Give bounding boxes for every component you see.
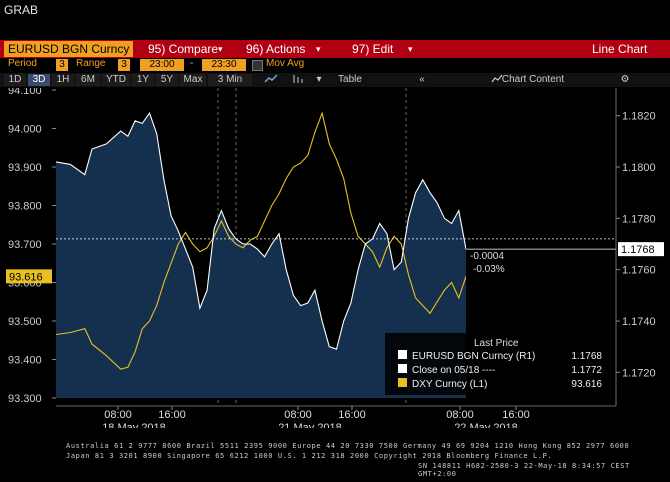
x-tick-label: 16:00 xyxy=(502,409,530,421)
line-chart-icon[interactable] xyxy=(262,74,280,86)
left-tick-label: 93.800 xyxy=(8,201,42,213)
x-tick-label: 16:00 xyxy=(158,409,186,421)
legend-label-close: Close on 05/18 ---- xyxy=(412,365,495,376)
annotation-icon[interactable] xyxy=(290,74,308,86)
table-button[interactable]: Table xyxy=(338,74,362,85)
x-tick-label: 16:00 xyxy=(338,409,366,421)
range-label: Range xyxy=(76,58,106,69)
range-button-3d[interactable]: 3D xyxy=(28,74,50,86)
right-tick-label: 1.1800 xyxy=(622,162,656,174)
eurusd-area-fill xyxy=(56,113,466,398)
legend-value-dxy: 93.616 xyxy=(571,379,602,390)
left-last-price-badge xyxy=(6,269,52,284)
legend-label-dxy: DXY Curncy (L1) xyxy=(412,379,487,390)
actions-dropdown-icon[interactable]: ▾ xyxy=(316,44,321,54)
x-date-label: 22 May 2018 xyxy=(454,422,518,428)
range-button-1h[interactable]: 1H xyxy=(52,74,74,86)
mov-avg-label: Mov Avg xyxy=(266,58,305,69)
x-tick-label: 08:00 xyxy=(104,409,132,421)
x-date-label: 18 May 2018 xyxy=(102,422,166,428)
range-separator: - xyxy=(190,58,194,69)
right-tick-label: 1.1740 xyxy=(622,316,656,328)
left-tick-label: 93.300 xyxy=(8,393,42,405)
edit-dropdown-icon[interactable]: ▾ xyxy=(408,44,413,54)
left-tick-label: 93.700 xyxy=(8,239,42,251)
legend-value-close: 1.1772 xyxy=(571,365,602,376)
range-button-1d[interactable]: 1D xyxy=(4,74,26,86)
range-button-1y[interactable]: 1Y xyxy=(132,74,154,86)
footer-contacts-line: Australia 61 2 9777 8600 Brazil 5511 239… xyxy=(66,442,630,450)
period-input[interactable]: 3 xyxy=(56,59,68,71)
legend-swatch-close xyxy=(398,364,407,373)
right-tick-label: 1.1780 xyxy=(622,213,656,225)
x-date-label: 21 May 2018 xyxy=(278,422,342,428)
mov-avg-checkbox[interactable] xyxy=(252,60,263,71)
dxy-series-line xyxy=(56,111,466,370)
legend: Last Price EURUSD BGN Curncy (R1) 1.1768… xyxy=(385,333,613,395)
range-button-6m[interactable]: 6M xyxy=(76,74,100,86)
change-abs-label: -0.0004 xyxy=(470,251,504,262)
chart-content-icon[interactable] xyxy=(486,74,508,86)
left-last-price-label: 93.616 xyxy=(9,271,43,283)
left-tick-label: 93.400 xyxy=(8,355,42,367)
left-tick-label: 93.900 xyxy=(8,162,42,174)
legend-title: Last Price xyxy=(474,338,519,349)
left-tick-label: 94.100 xyxy=(8,88,42,97)
period-label: Period xyxy=(8,58,37,69)
compare-dropdown-icon[interactable]: ▾ xyxy=(218,44,223,54)
eurusd-series-line xyxy=(56,111,466,350)
range-button-ytd[interactable]: YTD xyxy=(102,74,130,86)
period-row: Period 3 Range 3 23:00 - 23:30 Mov Avg xyxy=(0,58,670,72)
legend-label-eurusd: EURUSD BGN Curncy (R1) xyxy=(412,351,535,362)
legend-swatch-dxy xyxy=(398,378,407,387)
x-tick-label: 08:00 xyxy=(284,409,312,421)
right-last-price-badge xyxy=(618,242,664,257)
range-end-input[interactable]: 23:30 xyxy=(202,59,246,71)
range-button-max[interactable]: Max xyxy=(180,74,206,86)
annotation-dropdown-icon[interactable]: ▾ xyxy=(316,74,322,85)
x-tick-label: 08:00 xyxy=(446,409,474,421)
footer-copyright-line: Japan 81 3 3201 8900 Singapore 65 6212 1… xyxy=(66,452,553,460)
edit-button[interactable]: 97) Edit xyxy=(352,42,394,56)
left-tick-label: 94.000 xyxy=(8,124,42,136)
change-pct-label: -0.03% xyxy=(473,264,505,275)
toolbar xyxy=(0,40,670,58)
right-last-price-label: 1.1768 xyxy=(621,244,655,256)
actions-button[interactable]: 96) Actions xyxy=(246,42,306,56)
settings-icon[interactable]: ⚙ xyxy=(620,74,630,85)
right-tick-label: 1.1820 xyxy=(622,111,656,123)
ticker-field[interactable]: EURUSD BGN Curncy xyxy=(4,41,134,57)
frequency-select[interactable]: 3 Min xyxy=(208,74,252,86)
chart-type-label[interactable]: Line Chart xyxy=(592,42,648,56)
range-button-5y[interactable]: 5Y xyxy=(156,74,178,86)
right-tick-label: 1.1760 xyxy=(622,265,656,277)
right-tick-label: 1.1720 xyxy=(622,367,656,379)
legend-swatch-eurusd xyxy=(398,350,407,359)
range-button-row: 1D 3D 1H 6M YTD 1Y 5Y Max 3 Min ▾ Table … xyxy=(0,73,670,87)
range-start-input[interactable]: 23:00 xyxy=(140,59,184,71)
legend-value-eurusd: 1.1768 xyxy=(571,351,602,362)
range-input[interactable]: 3 xyxy=(118,59,130,71)
grab-title: GRAB xyxy=(4,3,39,17)
chart-content-label[interactable]: Chart Content xyxy=(501,74,565,85)
footer-session-line: SN 148811 H682-2580-3 22-May-18 8:34:57 … xyxy=(418,462,630,478)
chart: 94.10094.00093.90093.80093.70093.60093.5… xyxy=(6,88,664,428)
collapse-icon[interactable]: « xyxy=(419,74,425,85)
left-tick-label: 93.500 xyxy=(8,316,42,328)
compare-button[interactable]: 95) Compare xyxy=(148,42,219,56)
